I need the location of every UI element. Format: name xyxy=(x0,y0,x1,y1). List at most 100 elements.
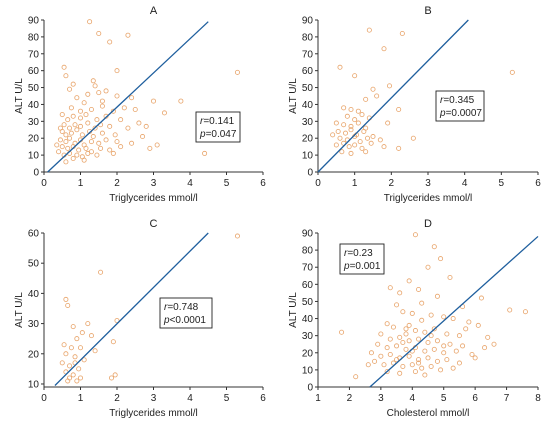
data-point xyxy=(57,137,63,143)
data-point xyxy=(399,31,405,37)
data-point xyxy=(79,330,85,336)
data-point xyxy=(406,278,412,284)
r-value: =0.345 xyxy=(443,95,474,106)
data-point xyxy=(150,98,156,104)
data-point xyxy=(110,339,116,345)
data-point xyxy=(92,125,98,131)
data-point xyxy=(78,123,84,129)
y-tick-label: 80 xyxy=(28,32,40,43)
data-point xyxy=(361,128,367,134)
data-point xyxy=(92,348,98,354)
y-tick-label: 80 xyxy=(302,32,314,43)
r-symbol: r xyxy=(164,302,168,313)
data-point xyxy=(330,132,336,138)
data-point xyxy=(99,98,105,104)
data-point xyxy=(76,366,82,372)
r-value: =0.141 xyxy=(203,116,234,127)
data-point xyxy=(96,31,102,37)
panel-title: B xyxy=(424,5,431,17)
x-tick-label: 4 xyxy=(462,178,468,189)
data-point xyxy=(70,155,76,161)
y-tick-label: 10 xyxy=(302,365,314,376)
data-point xyxy=(453,348,459,354)
data-point xyxy=(94,152,100,158)
data-point xyxy=(469,351,475,357)
x-tick-label: 1 xyxy=(315,393,321,404)
data-point xyxy=(339,149,345,155)
p-value: =0.047 xyxy=(206,129,237,140)
data-point xyxy=(88,139,94,145)
x-axis-title: Cholesterol mmol/l xyxy=(387,408,470,419)
x-tick-label: 6 xyxy=(535,178,541,189)
x-tick-label: 6 xyxy=(260,178,266,189)
x-tick-label: 1 xyxy=(78,178,84,189)
y-tick-label: 90 xyxy=(302,16,314,27)
panel-title: D xyxy=(424,218,432,230)
p-symbol: p xyxy=(163,315,170,326)
p-statistic: p<0.0001 xyxy=(163,315,206,326)
data-point xyxy=(378,353,384,359)
y-tick-label: 10 xyxy=(302,151,314,162)
data-point xyxy=(438,367,444,373)
data-point xyxy=(67,135,73,141)
data-point xyxy=(67,363,73,369)
x-tick-label: 3 xyxy=(151,393,157,404)
data-point xyxy=(59,144,65,150)
data-point xyxy=(450,365,456,371)
data-point xyxy=(61,342,67,348)
data-point xyxy=(114,93,120,99)
data-point xyxy=(70,324,76,330)
data-point xyxy=(409,362,415,368)
y-tick-label: 50 xyxy=(28,259,40,270)
panel-b: B0 1 2 3 4 5 60102030405060708090Triglycerides… xyxy=(288,5,541,204)
p-value: =0.001 xyxy=(350,261,381,272)
data-point xyxy=(456,360,462,366)
data-point xyxy=(425,264,431,270)
data-point xyxy=(431,326,437,332)
data-point xyxy=(396,107,402,113)
y-tick-label: 70 xyxy=(302,263,314,274)
p-symbol: p xyxy=(439,108,446,119)
data-point xyxy=(92,83,98,89)
x-tick-label: 2 xyxy=(114,178,120,189)
data-point xyxy=(482,345,488,351)
regression-line xyxy=(54,232,209,386)
data-point xyxy=(335,128,341,134)
data-point xyxy=(475,322,481,328)
y-tick-label: 30 xyxy=(28,319,40,330)
stats-box xyxy=(435,90,485,122)
data-point xyxy=(522,309,528,315)
data-point xyxy=(70,113,76,119)
x-axis-title: Triglycerides mmol/l xyxy=(109,408,198,419)
data-point xyxy=(357,139,363,145)
data-point xyxy=(57,125,63,131)
data-point xyxy=(61,64,67,70)
y-tick-label: 40 xyxy=(28,289,40,300)
r-value: =0.748 xyxy=(167,302,198,313)
y-tick-label: 60 xyxy=(28,66,40,77)
data-point xyxy=(112,372,118,378)
y-tick-label: 70 xyxy=(28,49,40,60)
data-point xyxy=(129,95,135,101)
data-point xyxy=(112,132,118,138)
p-statistic: p=0.047 xyxy=(199,129,237,140)
data-point xyxy=(363,149,369,155)
data-point xyxy=(460,343,466,349)
data-point xyxy=(409,310,415,316)
data-point xyxy=(447,341,453,347)
y-tick-label: 30 xyxy=(302,117,314,128)
data-point xyxy=(90,134,96,140)
data-point xyxy=(72,354,78,360)
data-point xyxy=(466,319,472,325)
data-point xyxy=(390,324,396,330)
data-point xyxy=(370,134,376,140)
data-point xyxy=(416,357,422,363)
data-point xyxy=(419,365,425,371)
data-point xyxy=(54,142,60,148)
x-tick-label: 2 xyxy=(347,393,353,404)
data-point xyxy=(400,309,406,315)
data-point xyxy=(447,274,453,280)
data-point xyxy=(234,69,240,75)
stats-box xyxy=(159,297,213,329)
data-point xyxy=(202,150,208,156)
